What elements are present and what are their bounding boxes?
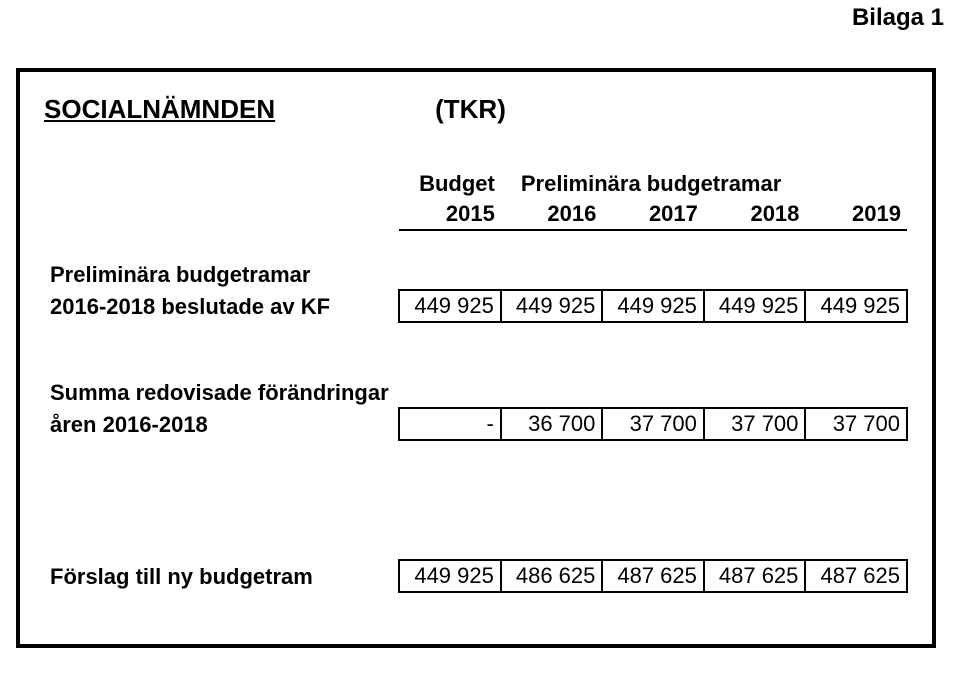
budget-table: Budget Preliminära budgetramar 2015 2016… bbox=[44, 169, 908, 593]
header-prelim: Preliminära budgetramar bbox=[501, 169, 907, 199]
header-budget: Budget bbox=[399, 169, 501, 199]
prelim-val-2016: 449 925 bbox=[501, 290, 603, 322]
summa-val-2016: 36 700 bbox=[501, 408, 603, 440]
table-header-row-1: Budget Preliminära budgetramar bbox=[44, 169, 907, 199]
forslag-row: Förslag till ny budgetram 449 925 486 62… bbox=[44, 560, 907, 592]
prelim-val-2019: 449 925 bbox=[805, 290, 907, 322]
summa-val-2018: 37 700 bbox=[704, 408, 806, 440]
prelim-label-2: 2016-2018 beslutade av KF bbox=[44, 290, 399, 322]
summa-label-2: åren 2016-2018 bbox=[44, 408, 399, 440]
unit-label: (TKR) bbox=[435, 94, 506, 125]
summa-val-2017: 37 700 bbox=[602, 408, 704, 440]
prelim-val-2017: 449 925 bbox=[602, 290, 704, 322]
forslag-val-2016: 486 625 bbox=[501, 560, 603, 592]
prelim-val-2015: 449 925 bbox=[399, 290, 501, 322]
summa-row-label: Summa redovisade förändringar bbox=[44, 378, 907, 408]
forslag-val-2015: 449 925 bbox=[399, 560, 501, 592]
year-2017: 2017 bbox=[602, 199, 704, 230]
summa-val-2015: - bbox=[399, 408, 501, 440]
forslag-val-2017: 487 625 bbox=[602, 560, 704, 592]
prelim-val-2018: 449 925 bbox=[704, 290, 806, 322]
forslag-val-2018: 487 625 bbox=[704, 560, 806, 592]
prelim-row-values: 2016-2018 beslutade av KF 449 925 449 92… bbox=[44, 290, 907, 322]
summa-val-2019: 37 700 bbox=[805, 408, 907, 440]
page-title: SOCIALNÄMNDEN bbox=[44, 94, 275, 125]
year-2016: 2016 bbox=[501, 199, 603, 230]
year-2015: 2015 bbox=[399, 199, 501, 230]
year-2019: 2019 bbox=[805, 199, 907, 230]
summa-row-values: åren 2016-2018 - 36 700 37 700 37 700 37… bbox=[44, 408, 907, 440]
forslag-val-2019: 487 625 bbox=[805, 560, 907, 592]
table-header-row-years: 2015 2016 2017 2018 2019 bbox=[44, 199, 907, 230]
budget-frame: SOCIALNÄMNDEN (TKR) Budget Preliminära b… bbox=[16, 68, 936, 648]
forslag-label: Förslag till ny budgetram bbox=[44, 560, 399, 592]
year-2018: 2018 bbox=[704, 199, 806, 230]
prelim-row-label: Preliminära budgetramar bbox=[44, 260, 907, 290]
summa-label-1: Summa redovisade förändringar bbox=[44, 378, 399, 408]
prelim-label-1: Preliminära budgetramar bbox=[44, 260, 399, 290]
appendix-label: Bilaga 1 bbox=[852, 4, 944, 32]
